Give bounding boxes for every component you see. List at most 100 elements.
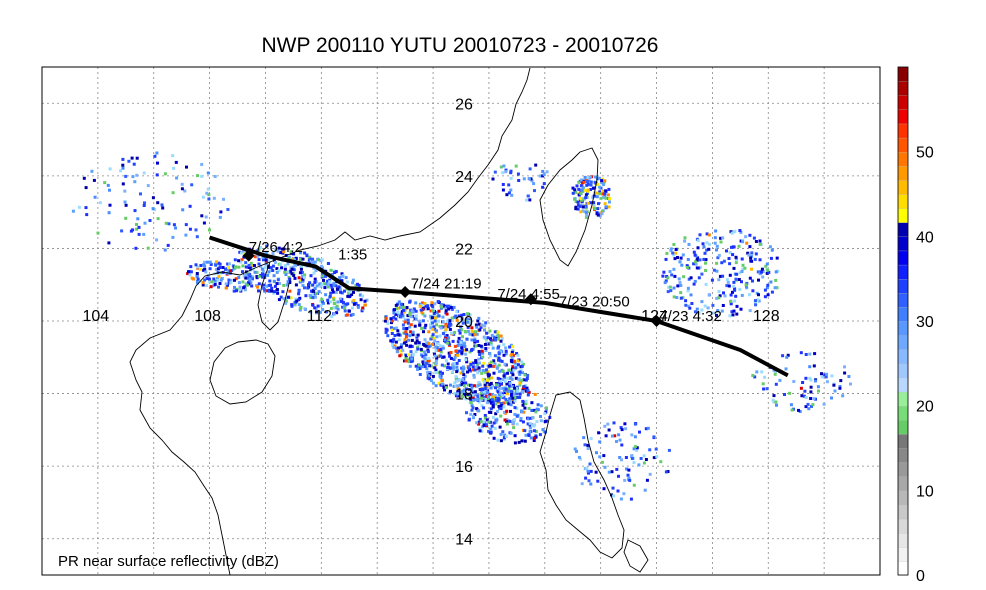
track-time-label: 7/24 21:19 <box>411 275 482 292</box>
reflectivity-pixel <box>581 209 585 213</box>
colorbar-cell <box>897 151 909 167</box>
reflectivity-pixel <box>427 359 431 363</box>
coastlines <box>129 67 649 575</box>
reflectivity-pixel <box>276 278 280 282</box>
reflectivity-pixel <box>521 403 525 407</box>
reflectivity-pixel <box>487 420 491 424</box>
reflectivity-pixel <box>463 345 467 349</box>
colorbar-cell <box>897 532 909 548</box>
reflectivity-pixel <box>278 282 282 285</box>
reflectivity-pixel <box>434 368 438 372</box>
reflectivity-pixel <box>480 429 484 433</box>
reflectivity-pixel <box>470 385 474 389</box>
reflectivity-pixel <box>469 388 473 392</box>
reflectivity-pixel <box>490 376 494 380</box>
reflectivity-pixel <box>757 278 760 282</box>
reflectivity-pixel <box>520 360 524 364</box>
reflectivity-pixel <box>592 201 596 205</box>
reflectivity-pixel <box>745 285 748 289</box>
reflectivity-pixel <box>448 354 452 358</box>
reflectivity-pixel <box>687 277 691 281</box>
colorbar-cell <box>897 377 909 393</box>
reflectivity-pixel <box>510 351 514 354</box>
reflectivity-pixel <box>301 283 305 287</box>
reflectivity-pixel <box>735 304 739 308</box>
reflectivity-pixel <box>606 193 610 197</box>
reflectivity-pixel <box>227 266 230 270</box>
reflectivity-pixel <box>143 201 146 205</box>
reflectivity-pixel <box>187 270 190 274</box>
reflectivity-pixel <box>422 342 426 346</box>
reflectivity-pixel <box>511 400 515 404</box>
reflectivity-pixel <box>449 356 453 360</box>
reflectivity-pixel <box>201 281 205 285</box>
reflectivity-pixel <box>241 249 245 253</box>
reflectivity-pixel <box>417 341 421 345</box>
reflectivity-pixel <box>466 383 470 387</box>
reflectivity-pixel <box>221 266 225 269</box>
reflectivity-pixel <box>227 269 231 273</box>
reflectivity-pixel <box>528 421 532 425</box>
reflectivity-pixel <box>393 308 396 312</box>
reflectivity-pixel <box>250 284 254 288</box>
reflectivity-pixel <box>311 291 315 295</box>
reflectivity-pixel <box>808 365 812 369</box>
reflectivity-pixel <box>440 305 444 309</box>
reflectivity-pixel <box>306 286 310 290</box>
reflectivity-pixel <box>512 392 516 396</box>
reflectivity-pixel <box>513 364 517 368</box>
reflectivity-pixel <box>430 301 434 305</box>
reflectivity-pixel <box>459 391 463 395</box>
reflectivity-pixel <box>106 183 110 187</box>
reflectivity-pixel <box>510 355 514 359</box>
reflectivity-pixel <box>433 316 437 320</box>
reflectivity-pixel <box>156 217 160 221</box>
reflectivity-pixel <box>328 294 332 298</box>
reflectivity-pixel <box>478 429 482 433</box>
reflectivity-pixel <box>573 447 577 451</box>
reflectivity-pixel <box>175 176 179 180</box>
reflectivity-pixel <box>204 215 208 219</box>
reflectivity-pixel <box>499 165 503 169</box>
colorbar-cell <box>897 433 909 449</box>
reflectivity-pixel <box>422 330 425 334</box>
reflectivity-pixel <box>404 359 408 363</box>
reflectivity-pixel <box>275 271 279 274</box>
reflectivity-pixel <box>133 180 137 184</box>
reflectivity-pixel <box>502 353 506 357</box>
reflectivity-pixel <box>337 285 341 289</box>
reflectivity-pixel <box>497 356 501 360</box>
reflectivity-pixel <box>461 370 465 374</box>
reflectivity-pixel <box>131 228 135 232</box>
reflectivity-pixel <box>350 293 354 296</box>
reflectivity-pixel <box>713 241 717 245</box>
reflectivity-pixel <box>589 469 593 473</box>
reflectivity-pixel <box>503 418 507 422</box>
reflectivity-pixel <box>454 349 458 353</box>
reflectivity-pixel <box>466 392 470 396</box>
reflectivity-pixel <box>124 216 128 220</box>
reflectivity-pixel <box>500 404 504 407</box>
reflectivity-pixel <box>432 336 436 340</box>
reflectivity-pixel <box>348 295 352 299</box>
reflectivity-pixel <box>773 286 777 290</box>
reflectivity-pixel <box>711 303 715 307</box>
reflectivity-pixel <box>234 277 238 281</box>
reflectivity-pixel <box>530 401 534 405</box>
reflectivity-pixel <box>717 253 721 257</box>
reflectivity-pixel <box>127 159 131 163</box>
reflectivity-pixel <box>297 298 301 302</box>
reflectivity-pixel <box>299 265 303 268</box>
lon-label: 124 <box>641 308 668 325</box>
reflectivity-pixel <box>454 375 458 379</box>
colorbar-cell <box>897 518 909 534</box>
reflectivity-pixel <box>747 253 751 257</box>
reflectivity-pixel <box>446 362 450 366</box>
reflectivity-pixel <box>345 313 349 317</box>
reflectivity-pixel <box>143 221 147 225</box>
reflectivity-pixel <box>454 377 458 381</box>
reflectivity-pixel <box>623 478 627 482</box>
reflectivity-pixel <box>532 408 536 412</box>
reflectivity-pixel <box>685 264 689 268</box>
reflectivity-pixel <box>527 434 531 437</box>
